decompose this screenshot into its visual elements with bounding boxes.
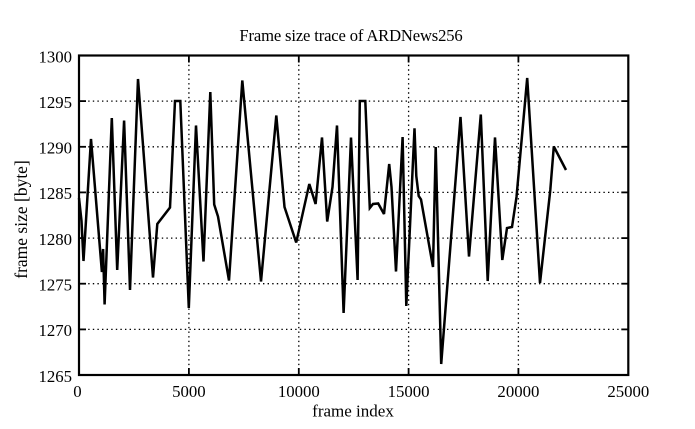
svg-text:1285: 1285: [38, 184, 72, 203]
svg-text:1295: 1295: [38, 93, 72, 112]
svg-text:10000: 10000: [278, 382, 320, 401]
svg-text:15000: 15000: [388, 382, 430, 401]
svg-text:1270: 1270: [38, 321, 72, 340]
svg-text:1275: 1275: [38, 276, 72, 295]
svg-text:1265: 1265: [38, 367, 72, 386]
svg-text:frame index: frame index: [312, 402, 394, 421]
svg-text:1300: 1300: [38, 47, 72, 66]
svg-text:1290: 1290: [38, 139, 72, 158]
svg-text:25000: 25000: [607, 382, 649, 401]
svg-text:Frame size trace of ARDNews256: Frame size trace of ARDNews256: [239, 26, 462, 45]
svg-text:20000: 20000: [497, 382, 539, 401]
svg-text:frame size [byte]: frame size [byte]: [11, 160, 31, 279]
svg-text:5000: 5000: [172, 382, 206, 401]
svg-text:1280: 1280: [38, 230, 72, 249]
svg-text:0: 0: [73, 382, 81, 401]
